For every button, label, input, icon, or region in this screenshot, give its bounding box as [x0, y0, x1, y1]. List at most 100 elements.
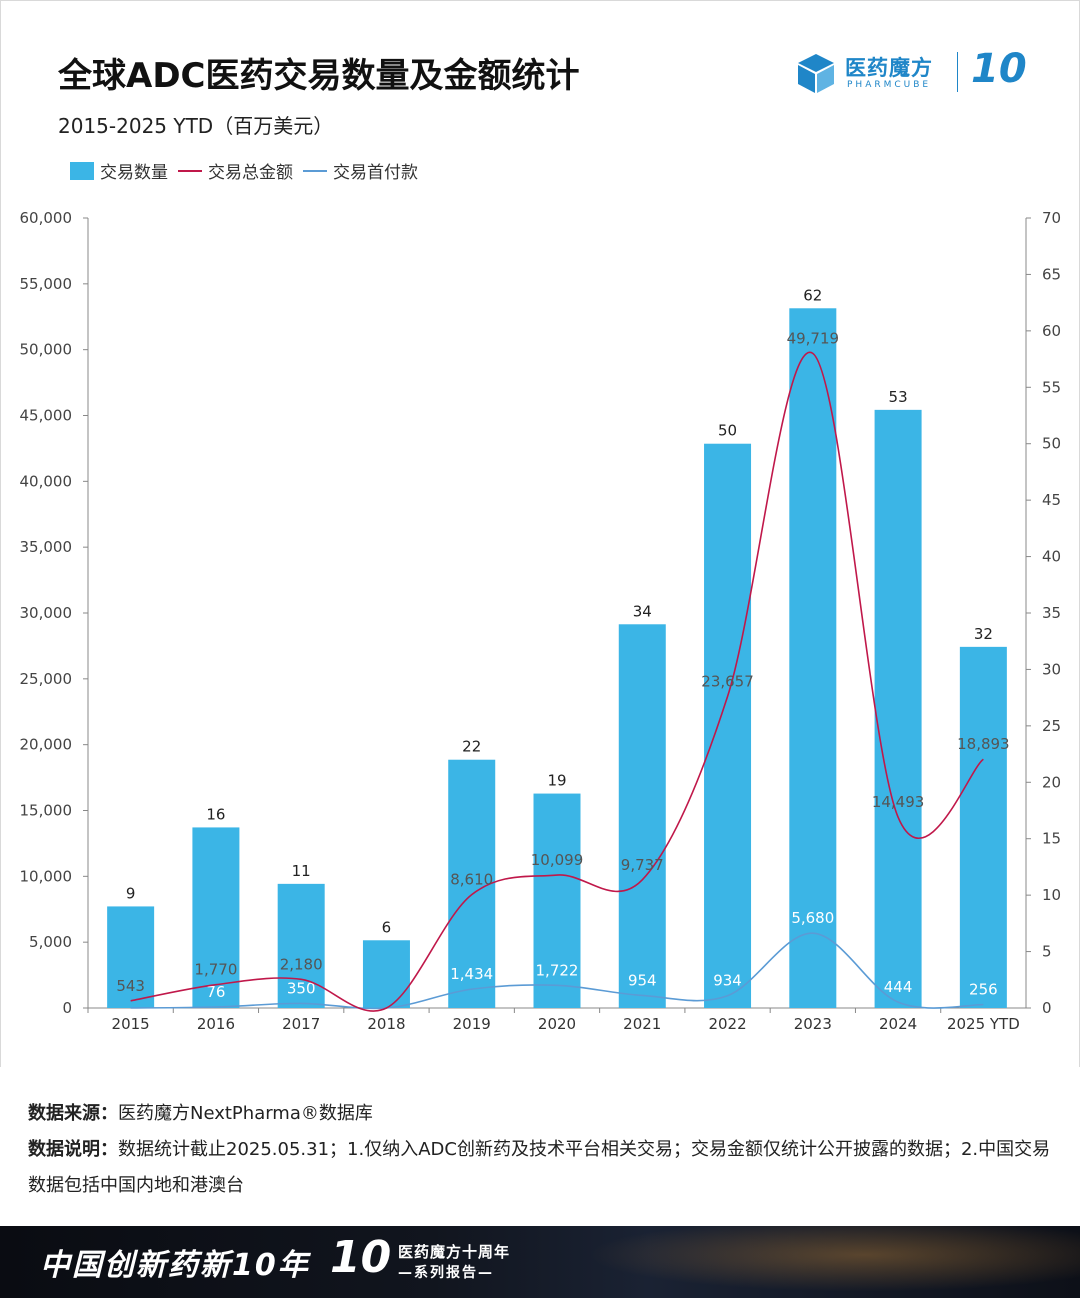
bar-label: 62 [803, 286, 822, 304]
legend-total: 交易总金额 [178, 158, 293, 183]
logo-cn: 医药魔方 [845, 56, 933, 80]
upfront-line [130, 932, 984, 1010]
right-tick-label: 65 [1042, 265, 1061, 283]
total-label: 23,657 [701, 673, 754, 691]
bar-label: 11 [292, 862, 311, 880]
total-label: 9,737 [621, 856, 664, 874]
notes: 数据来源：医药魔方NextPharma®数据库 数据说明：数据统计截止2025.… [28, 1096, 1068, 1204]
bar [362, 940, 410, 1008]
bar [704, 443, 752, 1008]
total-label: 49,719 [787, 329, 840, 347]
bar [959, 646, 1007, 1008]
right-tick-label: 15 [1042, 830, 1061, 848]
right-tick-label: 30 [1042, 660, 1061, 678]
right-tick-label: 35 [1042, 604, 1061, 622]
bar-label: 6 [382, 918, 392, 936]
right-tick-label: 50 [1042, 435, 1061, 453]
logo-separator [957, 52, 958, 92]
x-tick-label: 2024 [879, 1015, 917, 1033]
x-tick-label: 2017 [282, 1015, 320, 1033]
right-tick-label: 25 [1042, 717, 1061, 735]
left-tick-label: 5,000 [29, 933, 72, 951]
bar-label: 9 [126, 884, 136, 902]
bar-label: 50 [718, 422, 737, 440]
x-tick-label: 2015 [112, 1015, 150, 1033]
right-tick-label: 20 [1042, 773, 1061, 791]
left-tick-label: 35,000 [20, 538, 73, 556]
chart-legend: 交易数量 交易总金额 交易首付款 [70, 158, 428, 183]
left-tick-label: 40,000 [20, 472, 73, 490]
left-tick-label: 10,000 [20, 867, 73, 885]
footer-slogan: 中国创新药新10年 [40, 1248, 310, 1283]
bar [192, 827, 240, 1008]
bar-label: 19 [547, 772, 566, 790]
total-label: 14,493 [872, 793, 925, 811]
right-tick-label: 40 [1042, 548, 1061, 566]
bar-label: 32 [974, 625, 993, 643]
desc-label: 数据说明： [28, 1139, 118, 1160]
upfront-label: 350 [287, 979, 316, 997]
total-line [130, 351, 984, 1012]
left-tick-label: 15,000 [20, 802, 73, 820]
right-tick-label: 45 [1042, 491, 1061, 509]
left-tick-label: 25,000 [20, 670, 73, 688]
left-tick-label: 50,000 [20, 341, 73, 359]
logo-en: PHARMCUBE [847, 80, 932, 90]
chart-title: 全球ADC医药交易数量及金额统计 [58, 56, 580, 96]
legend-bar: 交易数量 [70, 158, 168, 183]
left-tick-label: 60,000 [20, 209, 73, 227]
upfront-label: 1,722 [536, 961, 579, 979]
upfront-label: 256 [969, 981, 998, 999]
bar [874, 409, 922, 1008]
x-tick-label: 2018 [367, 1015, 405, 1033]
left-tick-label: 30,000 [20, 604, 73, 622]
bar [789, 308, 837, 1008]
bar [618, 624, 666, 1008]
footer-glow [540, 1226, 1080, 1298]
pharmcube-logo: 医药魔方 PHARMCUBE 10 [795, 46, 1035, 96]
upfront-label: 76 [206, 983, 225, 1001]
desc-text: 数据统计截止2025.05.31；1.仅纳入ADC创新药及技术平台相关交易；交易… [28, 1139, 1051, 1196]
footer-ten: 10 [330, 1232, 392, 1283]
legend-total-label: 交易总金额 [208, 163, 293, 183]
x-tick-label: 2021 [623, 1015, 661, 1033]
right-tick-label: 0 [1042, 999, 1052, 1017]
total-label: 18,893 [957, 735, 1010, 753]
footer-line1: 医药魔方十周年 [398, 1243, 511, 1261]
upfront-label: 5,680 [791, 909, 834, 927]
legend-bar-swatch [70, 161, 94, 180]
bar-label: 53 [889, 388, 908, 406]
footer-line2: —系列报告— [398, 1265, 494, 1281]
left-tick-label: 20,000 [20, 736, 73, 754]
right-tick-label: 70 [1042, 209, 1061, 227]
legend-total-swatch [178, 169, 202, 172]
bar [448, 759, 496, 1008]
source-label: 数据来源： [28, 1103, 118, 1124]
left-tick-label: 45,000 [20, 407, 73, 425]
bar [277, 883, 325, 1008]
x-tick-label: 2025 YTD [947, 1015, 1020, 1033]
total-label: 8,610 [450, 871, 493, 889]
upfront-label: 1,434 [450, 965, 493, 983]
bar [107, 906, 155, 1008]
right-tick-label: 5 [1042, 943, 1052, 961]
total-label: 1,770 [194, 961, 237, 979]
chart-subtitle: 2015-2025 YTD（百万美元） [58, 114, 334, 138]
legend-upfront: 交易首付款 [303, 158, 418, 183]
right-tick-label: 10 [1042, 886, 1061, 904]
footer-banner: 中国创新药新10年 10 医药魔方十周年 —系列报告— [0, 1226, 1080, 1298]
right-tick-label: 55 [1042, 378, 1061, 396]
bar-label: 22 [462, 738, 481, 756]
total-label: 10,099 [531, 851, 584, 869]
legend-bar-label: 交易数量 [100, 163, 168, 183]
left-tick-label: 55,000 [20, 275, 73, 293]
combo-chart: 0 5,000 10,000 15,000 20,000 25,000 30,000 35,0… [20, 209, 1062, 1033]
bar [533, 793, 581, 1008]
x-tick-label: 2022 [708, 1015, 746, 1033]
total-label: 543 [116, 977, 145, 995]
right-tick-label: 60 [1042, 322, 1061, 340]
bar-label: 34 [633, 602, 652, 620]
x-tick-label: 2019 [453, 1015, 491, 1033]
left-tick-label: 0 [62, 999, 72, 1017]
x-tick-label: 2020 [538, 1015, 576, 1033]
